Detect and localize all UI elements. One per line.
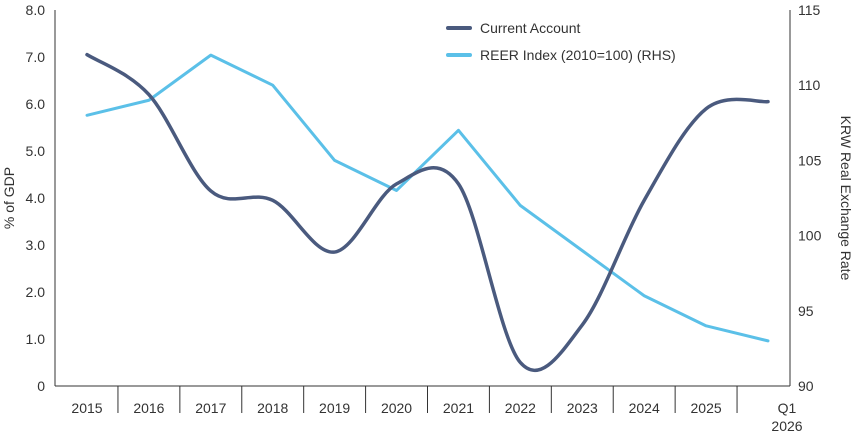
- legend: Current Account REER Index (2010=100) (RH…: [446, 20, 676, 63]
- y-tick-label: 3.0: [26, 237, 46, 253]
- y-tick-label: 8.0: [26, 2, 46, 18]
- x-tick-label: 2022: [505, 400, 536, 416]
- y2-tick-label: 115: [798, 2, 821, 18]
- y2-tick-label: 105: [798, 152, 822, 168]
- y-tick-label: 1.0: [26, 331, 46, 347]
- x-tick-label: 2020: [381, 400, 412, 416]
- current-account-line: [85, 52, 770, 372]
- series-lines: [85, 52, 770, 372]
- y2-tick-label: 100: [798, 228, 822, 244]
- x-tick-label: 2018: [257, 400, 288, 416]
- x-tick-label: 2015: [71, 400, 102, 416]
- x-tick-label: Q1: [778, 400, 797, 416]
- x-tick-label: 2019: [319, 400, 350, 416]
- x-tick-label: 2026: [771, 418, 802, 434]
- y2-tick-label: 110: [798, 77, 821, 93]
- tick-labels: 0 1.0 2.0 3.0 4.0 5.0 6.0 7.0 8.0 90 95 100 105 110 11…: [26, 2, 822, 434]
- y-tick-label: 0: [37, 378, 45, 394]
- y-tick-label: 7.0: [26, 49, 46, 65]
- x-tick-label: 2024: [629, 400, 660, 416]
- y-tick-label: 2.0: [26, 284, 46, 300]
- x-tick-label: 2021: [443, 400, 474, 416]
- x-tick-label: 2023: [567, 400, 598, 416]
- x-tick-label: 2016: [133, 400, 164, 416]
- y2-tick-label: 95: [798, 303, 814, 319]
- reer-index-line: [85, 53, 770, 343]
- x-tick-label: 2025: [691, 400, 722, 416]
- y-axis-title: % of GDP: [1, 167, 17, 229]
- y2-axis-title: KRW Real Exchange Rate: [838, 116, 854, 281]
- x-tick-label: 2017: [195, 400, 226, 416]
- legend-label: REER Index (2010=100) (RHS): [480, 47, 676, 63]
- legend-label: Current Account: [480, 20, 580, 36]
- y-tick-label: 6.0: [26, 96, 46, 112]
- y2-tick-label: 90: [798, 378, 814, 394]
- axes: [54, 10, 791, 413]
- y-tick-label: 5.0: [26, 143, 46, 159]
- y-tick-label: 4.0: [26, 190, 46, 206]
